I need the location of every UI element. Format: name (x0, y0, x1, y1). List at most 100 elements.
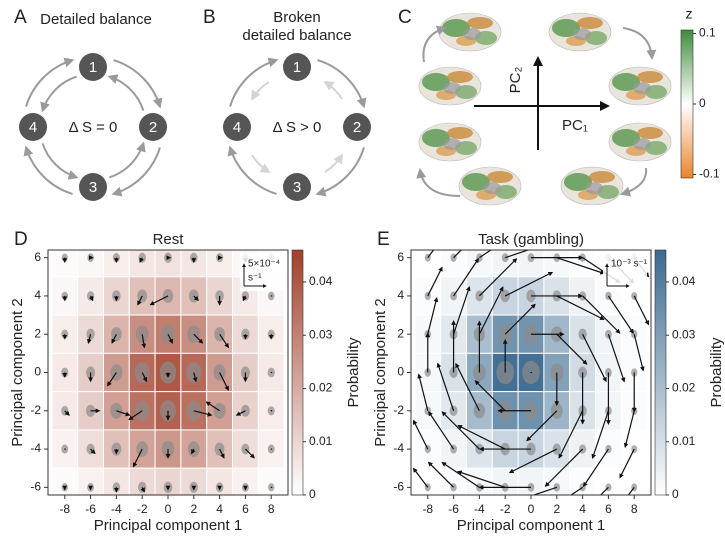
brain-patch (462, 173, 490, 191)
x-tick-label: 0 (528, 502, 535, 516)
panel-title: Broken (273, 9, 321, 26)
panel-label: E (377, 229, 390, 250)
brain-patch (442, 19, 470, 37)
flux-arrow (427, 296, 439, 335)
transition-arrow (41, 143, 79, 180)
state-node (283, 53, 311, 81)
state-label: 3 (293, 179, 301, 196)
brain-patch (422, 129, 450, 147)
colorbar (291, 249, 304, 496)
flux-arrow (583, 448, 609, 488)
flux-arrow (436, 362, 455, 411)
transition-arrow (25, 57, 75, 107)
flux-arrow (556, 295, 605, 321)
flux-arrow (544, 448, 584, 487)
colorbar-label: z (686, 6, 693, 22)
flux-arrow (219, 372, 229, 391)
x-tick-label: 2 (553, 502, 560, 516)
panel-label: D (14, 229, 28, 250)
y-tick-label: 2 (397, 326, 404, 340)
transition-arrow (23, 145, 73, 195)
flux-arrow (64, 410, 70, 416)
flux-arrow (193, 333, 204, 344)
x-tick-label: 6 (605, 502, 612, 516)
colorbar-tick-label: 0.03 (672, 327, 696, 341)
state-node (283, 173, 311, 201)
flux-arrow (582, 295, 621, 334)
brain-map (608, 122, 672, 162)
panel-label: C (398, 7, 412, 28)
brain-patch (612, 73, 640, 91)
flux-arrow (478, 286, 504, 335)
transition-arrow (107, 74, 145, 111)
flux-arrow (619, 448, 635, 479)
colorbar-tick-label: 0 (699, 96, 706, 110)
y-tick-label: 2 (34, 326, 41, 340)
flux-arrow (86, 334, 92, 344)
transition-arrow (251, 154, 271, 174)
flux-arrow (128, 410, 143, 421)
x-tick-label: -8 (422, 502, 433, 516)
flux-arrow (504, 271, 554, 297)
transition-arrow (323, 80, 343, 100)
flux-arrow (474, 380, 506, 412)
colorbar-label: Probability (708, 337, 725, 408)
colorbar-tick-label: 0.01 (309, 434, 333, 448)
flux-arrow (457, 424, 506, 450)
cycle-arrow (620, 167, 648, 197)
heatmap-cell (620, 467, 648, 495)
flux-arrow (140, 487, 145, 493)
flux-arrow (427, 461, 455, 488)
brain-patch (487, 171, 513, 183)
transition-arrow (315, 147, 365, 197)
colorbar-tick-label: 0.04 (672, 274, 696, 288)
y-tick-label: 6 (34, 250, 41, 264)
panel-title: detailed balance (242, 27, 351, 44)
entropy-text: Δ S = 0 (69, 119, 118, 136)
brain-map (548, 12, 612, 52)
density-ellipse (214, 442, 225, 456)
brain-patch (552, 19, 580, 37)
flux-arrow (453, 257, 479, 297)
colorbar-tick-label: 0.04 (309, 274, 333, 288)
flux-arrow (90, 448, 96, 455)
state-label: 2 (149, 119, 157, 136)
state-label: 4 (29, 119, 37, 136)
state-node (79, 53, 107, 81)
flux-arrow (623, 410, 635, 449)
transition-arrow (317, 59, 367, 109)
panel-title: Detailed balance (40, 11, 152, 28)
state-label: 3 (89, 179, 97, 196)
y-axis-label: Principal component 2 (372, 298, 389, 446)
flux-arrow (504, 303, 536, 335)
state-node (223, 113, 251, 141)
flux-arrow (455, 362, 480, 412)
flux-arrow (532, 486, 557, 495)
scale-label: 5×10⁻⁴ (248, 259, 280, 270)
flux-arrow (242, 295, 248, 302)
y-tick-label: -4 (30, 441, 41, 455)
flux-arrow (441, 411, 480, 450)
flux-arrow (633, 295, 650, 326)
flux-arrow (599, 486, 609, 495)
flux-arrow (558, 410, 584, 459)
brain-patch (447, 71, 473, 83)
y-axis-label: Principal component 2 (9, 298, 26, 446)
brain-core (573, 28, 591, 40)
flux-arrow (453, 286, 471, 335)
flux-arrow (607, 334, 626, 383)
flux-arrow (627, 486, 635, 495)
brain-core (443, 82, 461, 94)
flux-arrow (556, 257, 606, 275)
y-tick-label: 0 (397, 365, 404, 379)
state-node (79, 173, 107, 201)
brain-map (438, 12, 502, 52)
cycle-arrow (622, 27, 657, 60)
panel-label: B (203, 7, 216, 28)
flux-arrow (456, 470, 506, 488)
flux-arrow (191, 448, 196, 455)
brain-core (633, 138, 651, 150)
transition-arrow (111, 147, 161, 197)
flux-arrow (205, 401, 220, 412)
brain-core (463, 28, 481, 40)
